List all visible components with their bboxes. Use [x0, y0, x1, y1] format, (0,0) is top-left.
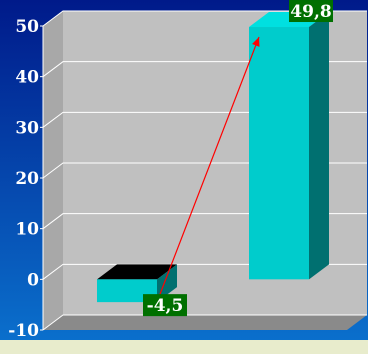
bottom-band — [0, 340, 368, 354]
bar-front-face — [249, 27, 309, 280]
y-tick-label: 20 — [15, 169, 39, 189]
grid-line — [42, 10, 367, 27]
bars — [97, 12, 329, 303]
data-label-box — [143, 294, 187, 317]
y-tick-label: 10 — [15, 220, 39, 240]
arrow-head — [252, 37, 260, 47]
annotation-arrow — [154, 36, 260, 308]
y-tick-label: 0 — [27, 270, 39, 290]
y-tick-label: 30 — [15, 118, 39, 138]
bar-top-face — [97, 264, 177, 280]
y-tick-label: 40 — [15, 68, 39, 88]
bar-2002 — [249, 12, 329, 280]
bar-side-face — [309, 12, 329, 280]
bar-side-face — [157, 264, 177, 303]
data-label: 49,8 — [290, 2, 331, 22]
arrow-line — [154, 36, 260, 308]
y-tick-label: 50 — [15, 17, 39, 37]
grid-line — [42, 314, 367, 331]
plot-floor — [43, 315, 367, 330]
data-labels: -4,5 49,8 — [143, 0, 333, 317]
y-axis: -10 0 10 20 30 40 50 — [8, 17, 44, 341]
data-label: -4,5 — [147, 296, 184, 316]
data-label-box — [289, 0, 333, 23]
bar-front-face — [97, 279, 157, 303]
bar-2001 — [97, 264, 177, 303]
y-tick-label: -10 — [8, 321, 39, 341]
